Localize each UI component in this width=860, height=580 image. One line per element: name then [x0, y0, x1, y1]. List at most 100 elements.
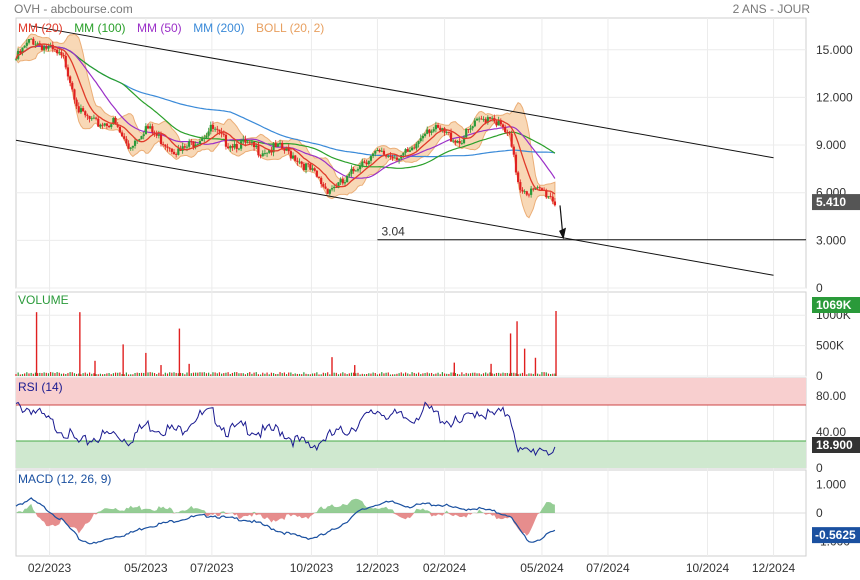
candle-body [125, 138, 128, 144]
candle-body [181, 146, 184, 151]
price-y-tick-label: 3.000 [816, 233, 846, 247]
candle-body [71, 82, 74, 90]
candle-body [549, 196, 552, 198]
candle-body [227, 146, 230, 149]
candle-body [365, 162, 368, 165]
candle-body [142, 134, 145, 137]
candle-body [478, 118, 481, 120]
candle-body [447, 132, 450, 133]
candle-body [127, 143, 130, 149]
candle-body [491, 117, 494, 119]
candle-body [114, 117, 117, 125]
candle-body [508, 132, 511, 134]
candle-body [369, 156, 373, 161]
candle-body [421, 135, 425, 139]
ma20-line [15, 43, 556, 195]
candle-body [244, 139, 247, 143]
candle-body [354, 170, 357, 172]
candle-body [224, 134, 228, 147]
candle-body [458, 141, 461, 144]
candle-body [309, 164, 312, 170]
candle-body [439, 127, 442, 131]
candle-body [43, 46, 46, 50]
x-tick-label: 12/2024 [752, 561, 796, 575]
candle-body [281, 142, 284, 149]
candle-body [110, 124, 113, 128]
volume-last-value: 1069K [816, 298, 852, 312]
candle-body [387, 156, 390, 157]
candle-body [170, 148, 173, 152]
candle-body [501, 124, 505, 128]
candle-body [233, 144, 236, 148]
volume-y-tick-label: 0 [816, 369, 823, 383]
candle-body [367, 160, 370, 165]
candle-body [120, 132, 124, 137]
candle-body [324, 186, 327, 189]
candle-body [88, 116, 91, 119]
candle-body [69, 76, 72, 83]
candle-body [192, 141, 195, 148]
candle-body [216, 128, 219, 130]
candle-body [538, 187, 541, 189]
rsi-oversold-zone [16, 441, 806, 468]
candle-body [497, 120, 500, 126]
chart-period: 2 ANS - JOUR [732, 2, 810, 16]
candle-body [162, 144, 165, 145]
candle-body [298, 161, 301, 163]
candle-body [229, 146, 232, 149]
candle-body [53, 49, 57, 51]
candle-body [235, 144, 238, 149]
candle-body [84, 111, 87, 116]
candle-body [469, 128, 472, 130]
candle-body [261, 153, 264, 157]
candle-body [512, 146, 515, 155]
candle-body [257, 145, 260, 156]
candle-body [317, 176, 321, 178]
support-value-label: 3.04 [381, 225, 405, 239]
candle-body [339, 179, 342, 183]
candle-body [92, 117, 96, 119]
candle-body [255, 145, 258, 148]
candle-body [107, 125, 111, 128]
candle-body [287, 147, 290, 152]
candle-body [285, 147, 288, 151]
candle-body [350, 168, 353, 174]
candle-body [540, 188, 544, 191]
candle-body [304, 163, 308, 171]
candle-body [523, 191, 526, 193]
candle-body [45, 46, 48, 49]
candle-body [246, 142, 249, 144]
candle-body [517, 172, 520, 183]
candle-body [348, 173, 351, 176]
candle-body [278, 142, 282, 144]
candle-body [495, 121, 498, 126]
rsi-line [15, 401, 556, 457]
candle-body [211, 124, 215, 129]
candle-body [155, 133, 158, 136]
candle-body [307, 163, 310, 165]
candle-body [432, 129, 435, 132]
candle-body [408, 150, 412, 152]
candle-body [185, 146, 189, 148]
candle-body [380, 150, 383, 152]
candle-body [532, 188, 535, 190]
candle-body [14, 58, 18, 60]
candle-body [272, 143, 275, 153]
candle-body [19, 50, 22, 54]
rsi-y-tick-label: 40.00 [816, 425, 846, 439]
candle-body [352, 168, 355, 172]
candle-body [333, 186, 336, 189]
candle-body [289, 151, 292, 159]
candle-body [510, 133, 513, 147]
x-tick-label: 10/2024 [686, 561, 730, 575]
candle-body [484, 119, 487, 123]
channel-upper-line [31, 25, 774, 159]
x-tick-label: 05/2023 [124, 561, 168, 575]
candle-body [21, 47, 24, 54]
candle-body [499, 120, 502, 125]
candle-body [302, 163, 305, 171]
candle-body [166, 146, 169, 148]
candle-body [328, 189, 331, 194]
candle-body [545, 190, 548, 198]
